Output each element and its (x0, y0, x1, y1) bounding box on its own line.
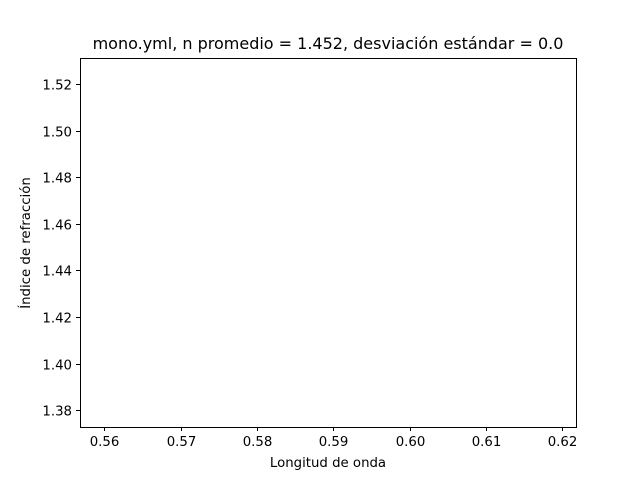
y-axis-label: Índice de refracción (17, 177, 34, 309)
plot-area (80, 58, 577, 428)
x-axis-label: Longitud de onda (270, 456, 386, 471)
y-tick-label: 1.48 (42, 172, 72, 187)
y-tick-label: 1.40 (42, 359, 72, 374)
y-tick-label: 1.38 (42, 405, 72, 420)
x-tick-label: 0.60 (396, 435, 426, 450)
x-tick-label: 0.58 (243, 435, 273, 450)
y-tick-label: 1.50 (42, 126, 72, 141)
x-tick-label: 0.62 (548, 435, 578, 450)
x-tick-label: 0.59 (319, 435, 349, 450)
y-axis-ticks: 1.38 1.40 1.42 1.44 1.46 1.48 1.50 1.52 (42, 79, 80, 420)
x-tick-label: 0.61 (472, 435, 502, 450)
x-axis-ticks: 0.56 0.57 0.58 0.59 0.60 0.61 0.62 (90, 427, 578, 450)
chart-title: mono.yml, n promedio = 1.452, desviación… (93, 34, 564, 53)
y-tick-label: 1.44 (42, 265, 72, 280)
y-tick-label: 1.42 (42, 312, 72, 327)
y-tick-label: 1.52 (42, 79, 72, 94)
y-tick-label: 1.46 (42, 219, 72, 234)
x-tick-label: 0.57 (167, 435, 197, 450)
x-tick-label: 0.56 (90, 435, 120, 450)
